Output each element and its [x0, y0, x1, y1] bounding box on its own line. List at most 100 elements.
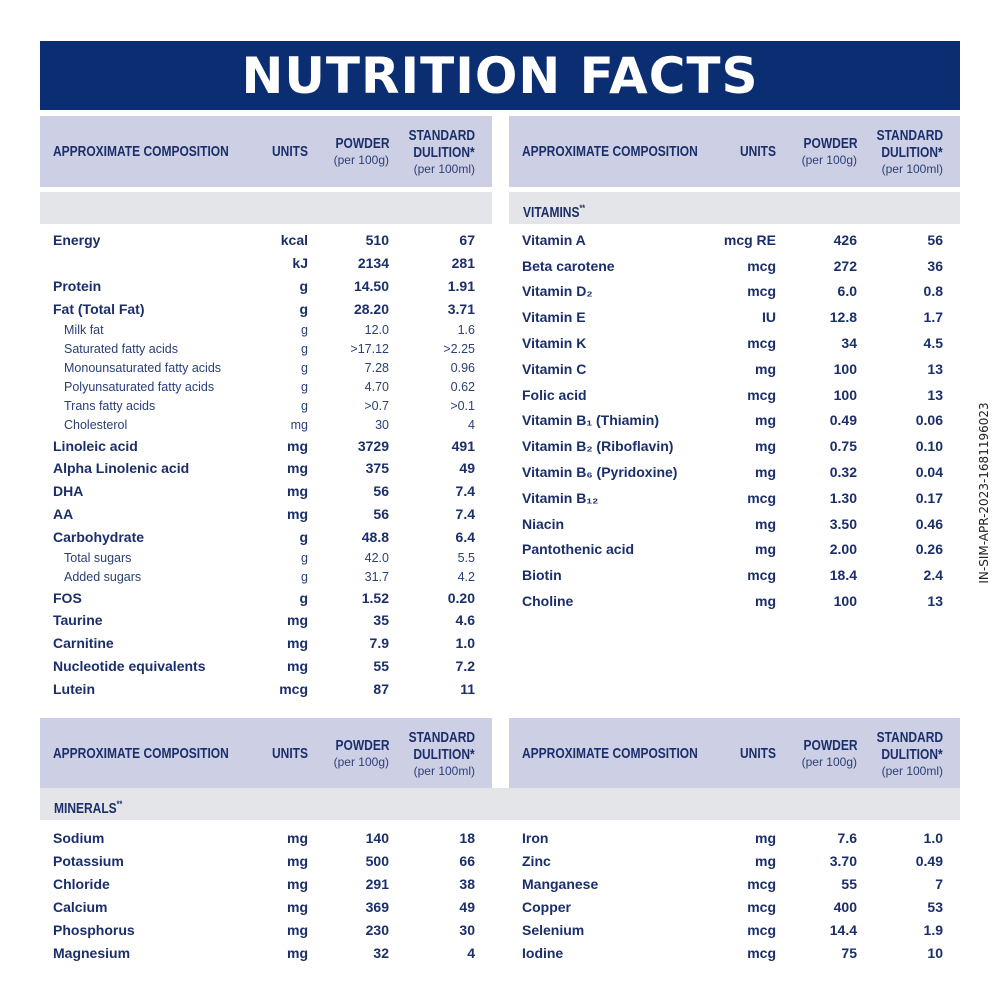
table-row: Potassium mg 500 66 — [40, 849, 492, 872]
dilution-value: 3.71 — [447, 300, 475, 317]
dilution-value: 53 — [927, 898, 943, 915]
dilution-value: 0.20 — [447, 589, 475, 606]
table-row: Vitamin B₂ (Riboflavin) mg 0.75 0.10 — [509, 433, 960, 459]
header-dilution: STANDARD DULITION* (per 100ml) — [408, 728, 475, 778]
nutrient-name: Vitamin E — [522, 309, 586, 326]
table-row: Saturated fatty acids g >17.12 >2.25 — [40, 339, 492, 358]
table-row: kJ 2134 281 — [40, 252, 492, 275]
table-general: Energy kcal 510 67 kJ 2134 281 Protein g 14.50 1.9… — [40, 229, 492, 700]
unit-cell: mcg — [747, 944, 776, 961]
powder-value: 48.8 — [361, 528, 389, 545]
section-label-minerals: MINERALS** — [54, 799, 123, 817]
nutrient-name: Biotin — [522, 567, 562, 584]
nutrient-name: Potassium — [53, 852, 124, 869]
dilution-value: 4 — [468, 417, 475, 432]
table-vitamins: Vitamin A mcg RE 426 56 Beta carotene mcg 272 3… — [509, 227, 960, 614]
dilution-value: 7.4 — [455, 483, 475, 500]
table-row: Protein g 14.50 1.91 — [40, 275, 492, 298]
unit-cell: mcg — [747, 335, 776, 352]
powder-value: 56 — [373, 505, 389, 522]
nutrient-name: Choline — [522, 593, 574, 610]
table-row: Folic acid mcg 100 13 — [509, 382, 960, 408]
unit-cell: IU — [762, 309, 776, 326]
powder-value: 18.4 — [829, 567, 857, 584]
table-minerals-right: Iron mg 7.6 1.0 Zinc mg 3.70 0.49 Manganese mcg 55… — [509, 826, 960, 964]
unit-cell: mg — [287, 875, 308, 892]
dilution-value: 491 — [451, 437, 475, 454]
powder-value: 2134 — [357, 255, 389, 272]
dilution-value: 1.9 — [923, 921, 943, 938]
nutrient-name: Vitamin C — [522, 360, 587, 377]
powder-value: 100 — [833, 386, 857, 403]
table-row: Beta carotene mcg 272 36 — [509, 253, 960, 279]
powder-value: 14.4 — [829, 921, 857, 938]
table-header-vitamins: APPROXIMATE COMPOSITION UNITS POWDER (pe… — [509, 116, 960, 187]
unit-cell: mg — [287, 944, 308, 961]
unit-cell: mg — [287, 921, 308, 938]
powder-value: 100 — [833, 593, 857, 610]
unit-cell: mg — [755, 515, 776, 532]
section-band-general — [40, 192, 492, 224]
powder-value: 230 — [365, 921, 389, 938]
dilution-value: 13 — [927, 593, 943, 610]
nutrient-name: Folic acid — [522, 386, 587, 403]
dilution-value: 0.06 — [915, 412, 943, 429]
unit-cell: mg — [755, 412, 776, 429]
unit-cell: mg — [287, 898, 308, 915]
powder-value: 31.7 — [364, 569, 389, 584]
table-row: Milk fat g 12.0 1.6 — [40, 320, 492, 339]
table-row: Total sugars g 42.0 5.5 — [40, 548, 492, 567]
header-powder: POWDER (per 100g) — [333, 135, 389, 167]
nutrient-name: Total sugars — [64, 550, 132, 565]
dilution-value: 7.2 — [455, 657, 475, 674]
unit-cell: mg — [290, 417, 308, 432]
nutrient-name: Energy — [53, 232, 101, 249]
nutrient-name: Phosphorus — [53, 921, 135, 938]
page-title: NUTRITION FACTS — [241, 46, 759, 105]
dilution-value: 13 — [927, 386, 943, 403]
powder-value: 32 — [373, 944, 389, 961]
table-row: Iron mg 7.6 1.0 — [509, 826, 960, 849]
table-row: Sodium mg 140 18 — [40, 826, 492, 849]
powder-value: 55 — [373, 657, 389, 674]
powder-value: >0.7 — [364, 398, 389, 413]
dilution-value: 6.4 — [455, 528, 475, 545]
powder-value: 0.32 — [829, 464, 857, 481]
table-row: Vitamin K mcg 34 4.5 — [509, 330, 960, 356]
nutrient-name: Manganese — [522, 875, 599, 892]
header-powder: POWDER (per 100g) — [333, 737, 389, 769]
nutrient-name: Vitamin B₂ (Riboflavin) — [522, 438, 674, 455]
table-row: Fat (Total Fat) g 28.20 3.71 — [40, 297, 492, 320]
section-band-vitamins: VITAMINS** — [509, 192, 960, 224]
table-row: Vitamin B₆ (Pyridoxine) mg 0.32 0.04 — [509, 459, 960, 485]
powder-value: >17.12 — [350, 341, 389, 356]
nutrient-name: Sodium — [53, 829, 105, 846]
unit-cell: mg — [755, 852, 776, 869]
dilution-value: 66 — [459, 852, 475, 869]
dilution-value: 36 — [927, 257, 943, 274]
dilution-value: 49 — [459, 460, 475, 477]
powder-value: 0.75 — [829, 438, 857, 455]
powder-value: 35 — [373, 612, 389, 629]
unit-cell: mcg — [747, 875, 776, 892]
nutrient-name: Iodine — [522, 944, 564, 961]
header-powder: POWDER (per 100g) — [801, 135, 857, 167]
powder-value: 28.20 — [353, 300, 389, 317]
unit-cell: g — [301, 569, 308, 584]
unit-cell: g — [299, 277, 308, 294]
powder-value: 4.70 — [364, 379, 389, 394]
powder-value: 56 — [373, 483, 389, 500]
table-row: Vitamin A mcg RE 426 56 — [509, 227, 960, 253]
nutrient-name: FOS — [53, 589, 82, 606]
nutrient-name: Taurine — [53, 612, 103, 629]
nutrient-name: Alpha Linolenic acid — [53, 460, 190, 477]
table-row: Vitamin B₁₂ mcg 1.30 0.17 — [509, 485, 960, 511]
table-row: Carbohydrate g 48.8 6.4 — [40, 525, 492, 548]
dilution-value: 1.0 — [923, 829, 943, 846]
table-row: Vitamin B₁ (Thiamin) mg 0.49 0.06 — [509, 408, 960, 434]
unit-cell: mcg — [747, 567, 776, 584]
nutrient-name: Chloride — [53, 875, 110, 892]
header-dilution: STANDARD DULITION* (per 100ml) — [408, 126, 475, 176]
header-composition: APPROXIMATE COMPOSITION — [53, 745, 229, 762]
powder-value: 1.52 — [361, 589, 389, 606]
